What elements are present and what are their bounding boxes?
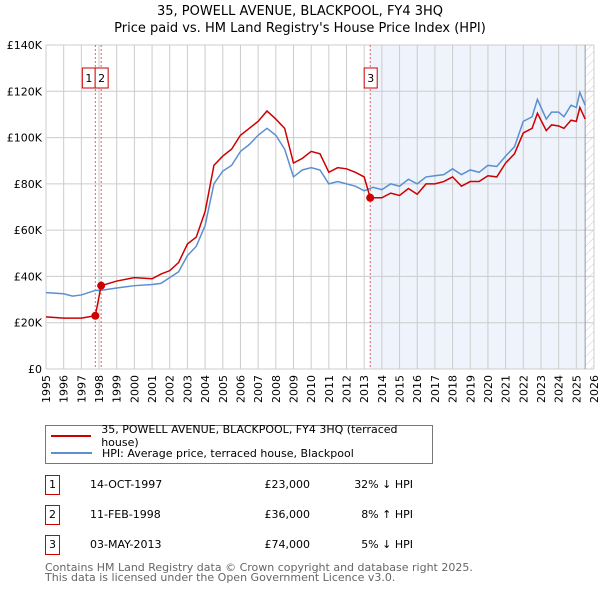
sale-label: 1 bbox=[85, 72, 92, 85]
legend: 35, POWELL AVENUE, BLACKPOOL, FY4 3HQ (t… bbox=[45, 423, 433, 464]
sale-date: 14-OCT-1997 bbox=[90, 478, 163, 491]
y-tick-label: £120K bbox=[7, 85, 43, 98]
chart-subtitle: Price paid vs. HM Land Registry's House … bbox=[114, 21, 486, 36]
x-tick-label: 2013 bbox=[358, 375, 371, 403]
footer-copyright: Contains HM Land Registry data © Crown c… bbox=[45, 561, 473, 574]
x-tick-label: 1999 bbox=[111, 375, 124, 403]
sale-price: £36,000 bbox=[264, 508, 311, 521]
legend-label: 35, POWELL AVENUE, BLACKPOOL, FY4 3HQ (t… bbox=[101, 423, 398, 449]
sale-row: 1 14-OCT-1997 £23,000 32% ↓ HPI bbox=[45, 475, 445, 495]
chart-title: 35, POWELL AVENUE, BLACKPOOL, FY4 3HQ bbox=[156, 4, 444, 19]
x-tick-label: 2000 bbox=[128, 375, 141, 403]
sale-hpi: 32% ↓ HPI bbox=[354, 478, 413, 491]
y-tick-label: £100K bbox=[7, 132, 43, 145]
forecast-hatch bbox=[585, 45, 594, 369]
x-tick-label: 2015 bbox=[394, 375, 407, 403]
sale-date: 11-FEB-1998 bbox=[90, 508, 161, 521]
legend-item-property: 35, POWELL AVENUE, BLACKPOOL, FY4 3HQ (t… bbox=[51, 423, 432, 449]
x-tick-label: 2009 bbox=[287, 375, 300, 403]
sale-label-box bbox=[363, 67, 378, 89]
sale-price: £23,000 bbox=[264, 478, 311, 491]
x-tick-label: 2002 bbox=[164, 375, 177, 403]
price-chart: 1995 1996 1997 1998 1999 2000 2001 2002 2003 2004… bbox=[7, 39, 600, 403]
sale-label: 2 bbox=[98, 72, 105, 85]
x-tick-label: 2019 bbox=[464, 375, 477, 403]
x-tick-label: 2018 bbox=[447, 375, 460, 403]
x-tick-label: 2017 bbox=[429, 375, 442, 403]
y-tick-label: £80K bbox=[14, 178, 43, 191]
x-tick-label: 2023 bbox=[535, 375, 548, 403]
sale-row: 3 03-MAY-2013 £74,000 5% ↓ HPI bbox=[45, 535, 445, 555]
hpi-period-shading bbox=[370, 45, 586, 369]
x-tick-label: 2004 bbox=[199, 375, 212, 403]
legend-label: HPI: Average price, terraced house, Blac… bbox=[102, 446, 354, 460]
sale-date: 03-MAY-2013 bbox=[90, 538, 162, 551]
sale-marker: 3 bbox=[45, 535, 60, 555]
y-tick-label: £20K bbox=[14, 317, 43, 330]
x-tick-label: 2024 bbox=[553, 375, 566, 403]
x-tick-label: 2007 bbox=[252, 375, 265, 403]
sale-point bbox=[97, 281, 106, 290]
x-tick-label: 2026 bbox=[588, 375, 600, 403]
x-tick-label: 2005 bbox=[217, 375, 230, 403]
y-tick-label: £60K bbox=[14, 224, 43, 237]
x-tick-label: 2014 bbox=[376, 375, 389, 403]
x-tick-label: 2006 bbox=[234, 375, 247, 403]
legend-item-hpi: HPI: Average price, terraced house, Blac… bbox=[51, 445, 354, 461]
x-tick-label: 2025 bbox=[570, 375, 583, 403]
sale-marker: 1 bbox=[45, 475, 60, 495]
x-tick-label: 2012 bbox=[341, 375, 354, 403]
sale-point bbox=[91, 311, 100, 320]
sale-price: £74,000 bbox=[264, 538, 311, 551]
property-price-line bbox=[45, 105, 586, 319]
sale-hpi: 8% ↑ HPI bbox=[361, 508, 413, 521]
x-tick-label: 2010 bbox=[305, 375, 318, 403]
x-tick-label: 2001 bbox=[146, 375, 159, 403]
sale-hpi: 5% ↓ HPI bbox=[361, 538, 413, 551]
x-tick-label: 1996 bbox=[58, 375, 71, 403]
x-tick-label: 2020 bbox=[482, 375, 495, 403]
y-tick-label: £0 bbox=[28, 363, 42, 376]
sale-marker: 2 bbox=[45, 505, 60, 525]
hpi-line bbox=[45, 90, 586, 297]
x-tick-label: 2021 bbox=[500, 375, 513, 403]
sale-row: 2 11-FEB-1998 £36,000 8% ↑ HPI bbox=[45, 505, 445, 525]
x-tick-label: 1995 bbox=[40, 375, 53, 403]
x-tick-label: 1998 bbox=[93, 375, 106, 403]
y-tick-label: £140K bbox=[7, 39, 43, 52]
x-tick-label: 2016 bbox=[411, 375, 424, 403]
x-tick-label: 1997 bbox=[75, 375, 88, 403]
sale-point bbox=[366, 193, 375, 202]
footer-licence: This data is licensed under the Open Gov… bbox=[45, 571, 396, 584]
y-tick-label: £40K bbox=[14, 270, 43, 283]
x-tick-label: 2022 bbox=[517, 375, 530, 403]
x-tick-label: 2008 bbox=[270, 375, 283, 403]
x-tick-label: 2011 bbox=[323, 375, 336, 403]
sale-label-box bbox=[94, 67, 109, 89]
x-tick-label: 2003 bbox=[181, 375, 194, 403]
sale-label: 3 bbox=[367, 72, 374, 85]
